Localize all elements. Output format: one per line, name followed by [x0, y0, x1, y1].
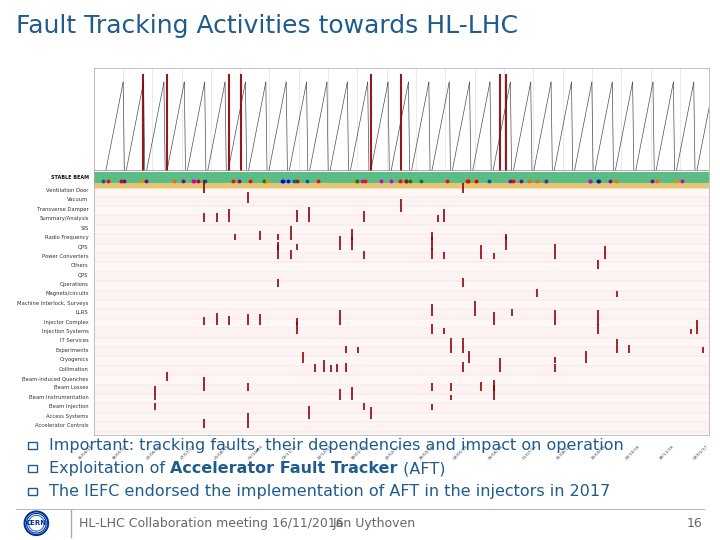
Text: Cryogenics: Cryogenics	[60, 357, 89, 362]
Text: 16/04/15: 16/04/15	[77, 444, 94, 461]
Text: 22/02/16: 22/02/16	[384, 444, 402, 461]
Bar	[94, 188, 709, 197]
Text: (AFT): (AFT)	[397, 461, 445, 476]
Bar	[94, 386, 709, 394]
Bar	[94, 367, 709, 375]
Text: 22/06/15: 22/06/15	[145, 444, 162, 461]
Bar	[94, 292, 709, 300]
Text: Ventilation Door: Ventilation Door	[46, 188, 89, 193]
Text: Beam Losses: Beam Losses	[54, 386, 89, 390]
Text: 18/05/15: 18/05/15	[111, 444, 128, 461]
Text: Summary/Analysis: Summary/Analysis	[39, 216, 89, 221]
Text: Magnets/circuits: Magnets/circuits	[45, 292, 89, 296]
Bar	[94, 423, 709, 431]
Bar	[94, 348, 709, 356]
Text: Jan Uythoven: Jan Uythoven	[333, 517, 416, 530]
Bar	[94, 198, 709, 206]
Text: Accelerator Controls: Accelerator Controls	[35, 423, 89, 428]
Text: Injector Complex: Injector Complex	[44, 320, 89, 325]
Bar	[94, 282, 709, 291]
Text: Beam Instrumentation: Beam Instrumentation	[29, 395, 89, 400]
Text: Exploitation of: Exploitation of	[49, 461, 170, 476]
Bar	[94, 273, 709, 281]
Text: Fault Tracking Activities towards HL-LHC: Fault Tracking Activities towards HL-LHC	[16, 14, 518, 37]
Text: 02/01/17: 02/01/17	[693, 444, 709, 461]
Text: 06/06/16: 06/06/16	[487, 444, 504, 461]
Text: Injection Systems: Injection Systems	[42, 329, 89, 334]
Bar	[94, 254, 709, 262]
Bar	[94, 217, 709, 225]
Text: Others: Others	[71, 263, 89, 268]
Bar	[94, 395, 709, 403]
Text: HL-LHC Collaboration meeting 16/11/2016: HL-LHC Collaboration meeting 16/11/2016	[79, 517, 344, 530]
Text: 31/08/15: 31/08/15	[214, 444, 230, 461]
Text: 18/01/16: 18/01/16	[351, 444, 367, 461]
Text: 28/03/16: 28/03/16	[419, 444, 436, 461]
Text: Experiments: Experiments	[55, 348, 89, 353]
Text: QPS: QPS	[78, 273, 89, 278]
Bar	[94, 235, 709, 244]
Text: Radio Frequency: Radio Frequency	[45, 235, 89, 240]
Text: Beam-induced Quenches: Beam-induced Quenches	[22, 376, 89, 381]
Text: 09/11/15: 09/11/15	[282, 444, 299, 461]
Text: 16: 16	[686, 517, 702, 530]
Bar	[94, 301, 709, 309]
Text: LLRS: LLRS	[76, 310, 89, 315]
Bar	[94, 68, 709, 170]
Text: 15/08/16: 15/08/16	[556, 444, 572, 461]
Bar	[94, 357, 709, 366]
Text: Power Converters: Power Converters	[42, 254, 89, 259]
Text: SIS: SIS	[81, 226, 89, 231]
Text: IT Services: IT Services	[60, 339, 89, 343]
Text: QPS: QPS	[78, 245, 89, 249]
Text: Transverse Damper: Transverse Damper	[37, 207, 89, 212]
Text: 19/09/16: 19/09/16	[590, 444, 606, 461]
Text: 11/07/16: 11/07/16	[521, 444, 538, 461]
Bar	[94, 376, 709, 384]
Text: 28/11/16: 28/11/16	[658, 444, 675, 461]
Bar	[94, 310, 709, 319]
Bar	[94, 320, 709, 328]
Text: Access Systems: Access Systems	[46, 414, 89, 418]
Bar	[94, 329, 709, 338]
Bar	[94, 207, 709, 215]
Text: Beam Injection: Beam Injection	[49, 404, 89, 409]
Text: 05/10/15: 05/10/15	[248, 444, 265, 461]
Bar	[94, 264, 709, 272]
Bar	[94, 245, 709, 253]
Text: CERN: CERN	[26, 520, 47, 526]
Text: 14/12/15: 14/12/15	[316, 444, 333, 461]
Text: Machine Interlock, Surveys: Machine Interlock, Surveys	[17, 301, 89, 306]
Bar	[94, 172, 709, 183]
Text: Collimation: Collimation	[59, 367, 89, 372]
Bar	[94, 404, 709, 413]
Text: Important: tracking faults, their dependencies and impact on operation: Important: tracking faults, their depend…	[49, 438, 624, 453]
Bar	[94, 226, 709, 234]
Text: The IEFC endorsed the implementation of AFT in the injectors in 2017: The IEFC endorsed the implementation of …	[49, 484, 611, 499]
Bar	[94, 414, 709, 422]
Text: 24/10/16: 24/10/16	[624, 444, 641, 461]
Bar	[94, 183, 709, 188]
Bar	[94, 339, 709, 347]
Text: Vacuum: Vacuum	[67, 198, 89, 202]
Text: Operations: Operations	[60, 282, 89, 287]
Text: Accelerator Fault Tracker: Accelerator Fault Tracker	[170, 461, 397, 476]
Text: STABLE BEAM: STABLE BEAM	[50, 175, 89, 180]
Text: 02/05/16: 02/05/16	[453, 444, 470, 461]
Text: 27/07/15: 27/07/15	[179, 444, 196, 461]
